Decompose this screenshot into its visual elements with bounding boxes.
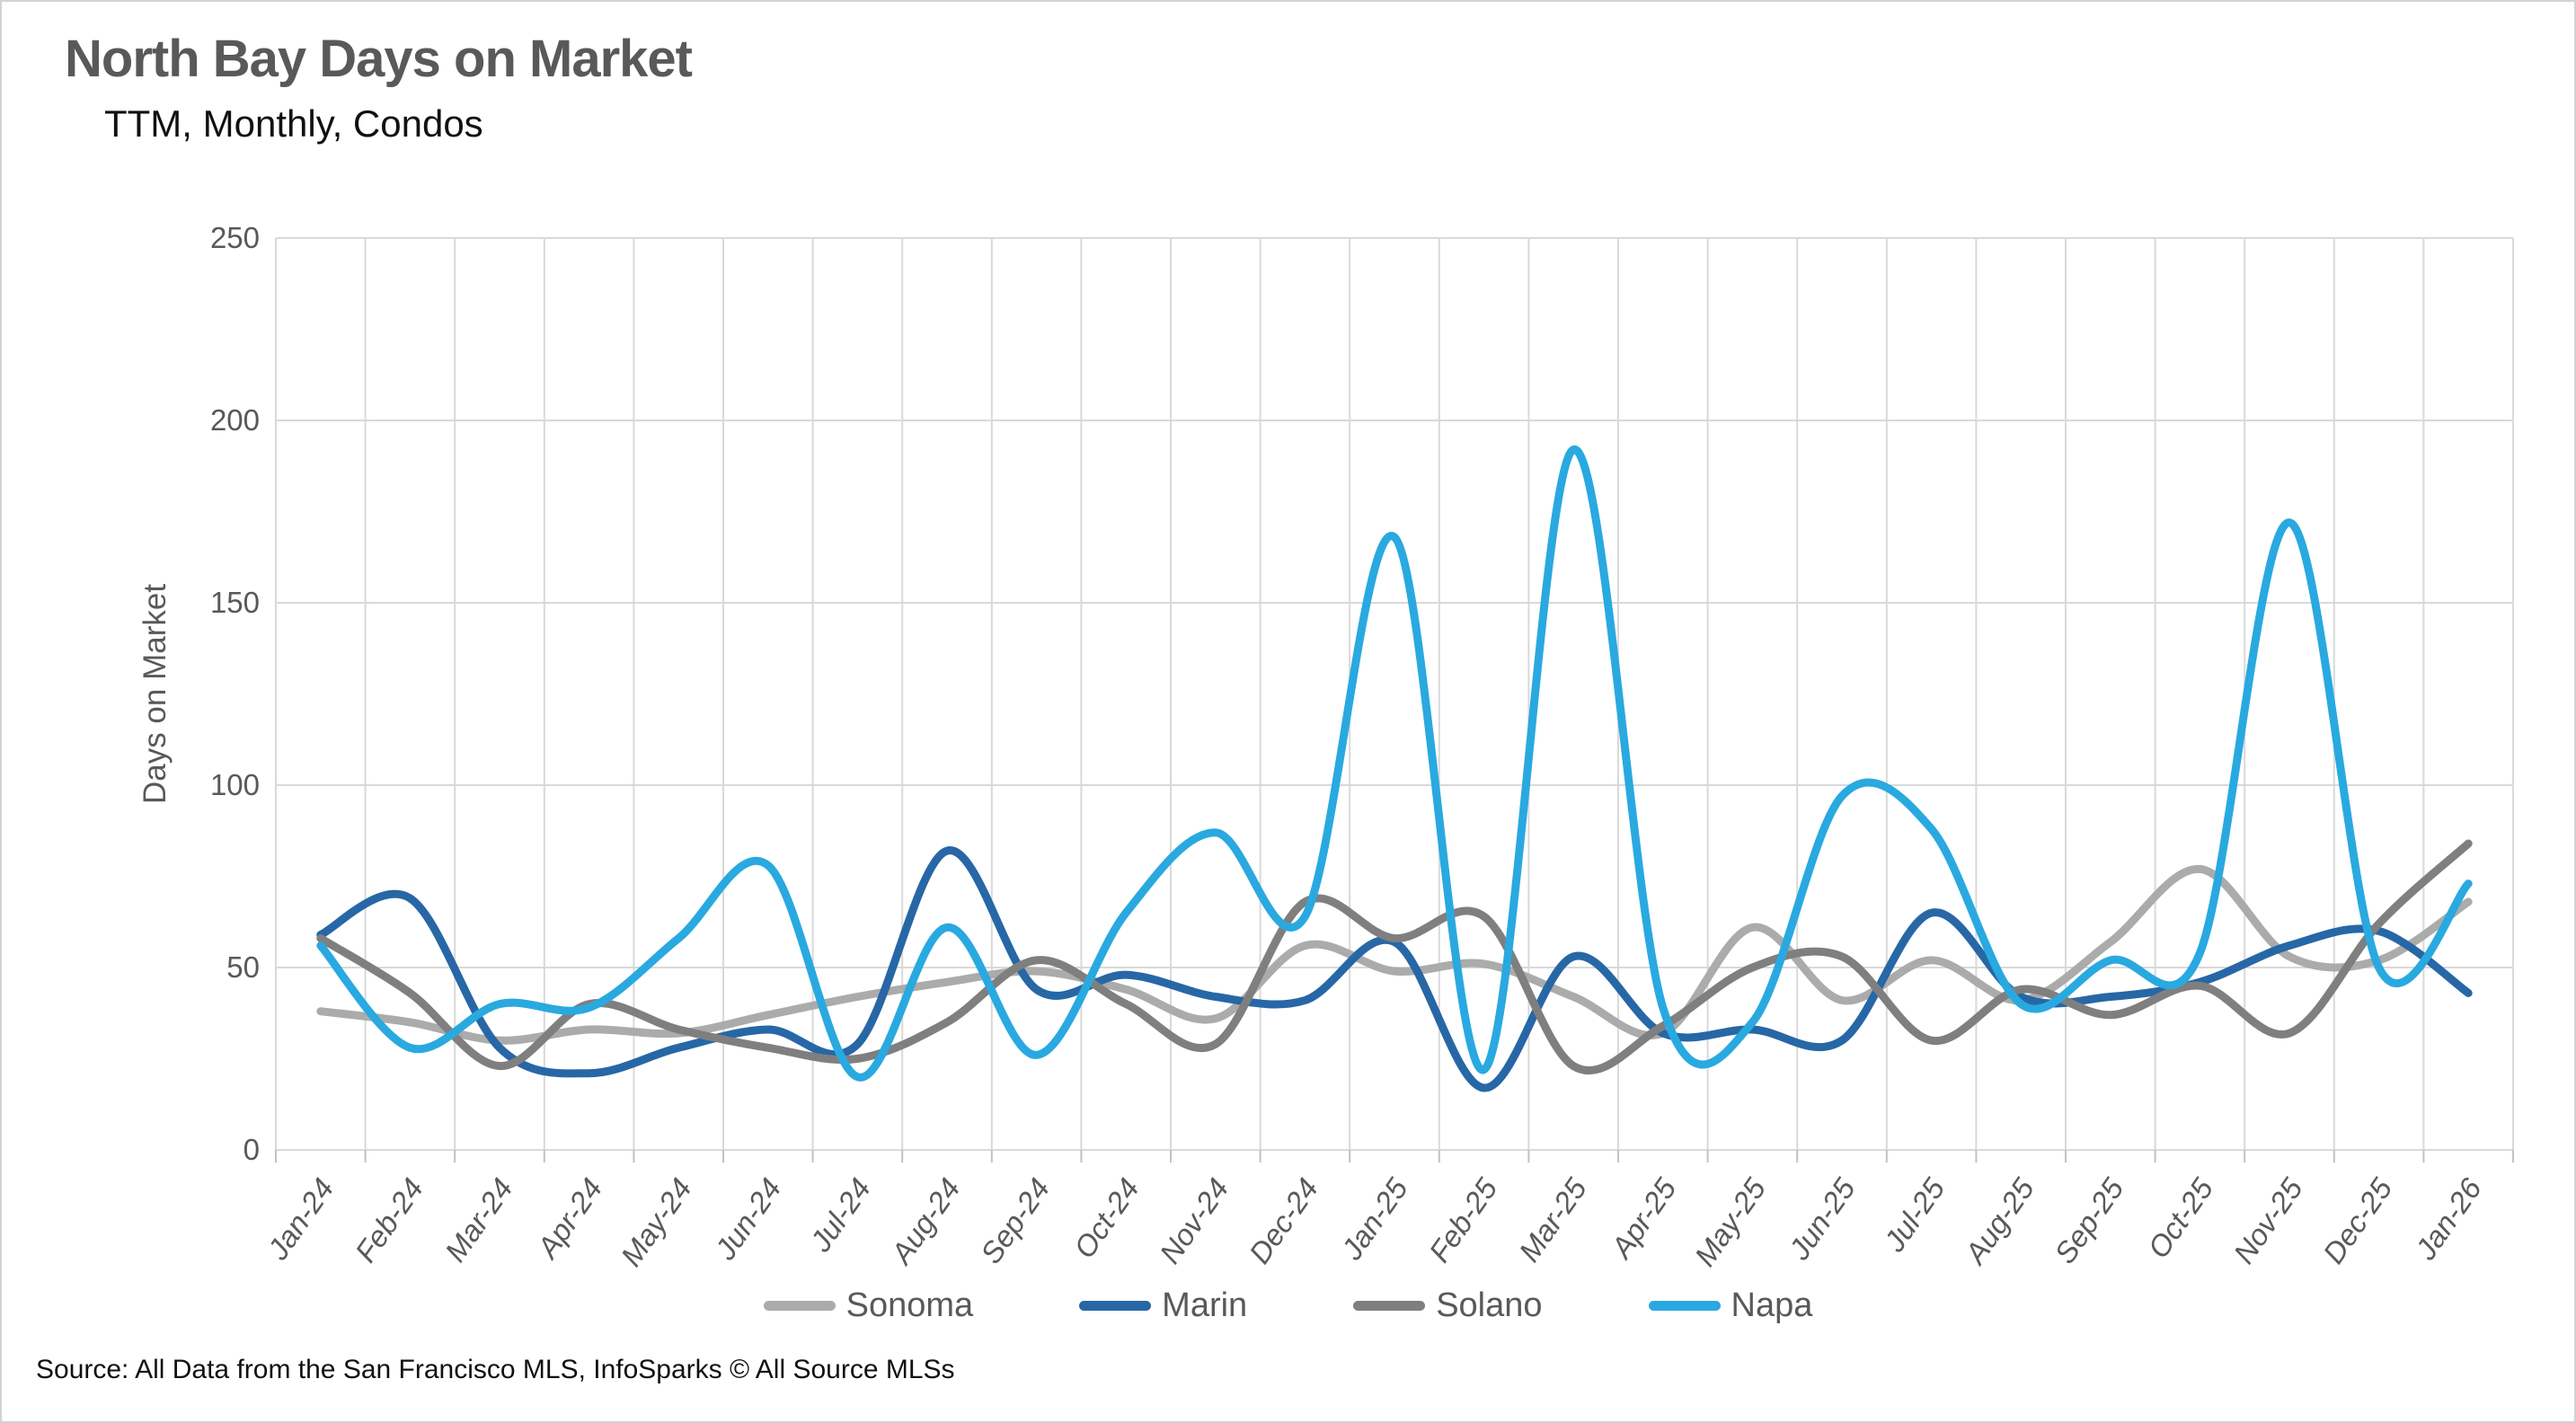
x-tick-label: Jan-26 <box>2408 1171 2488 1266</box>
marin-line-swatch-icon <box>1079 1301 1152 1311</box>
x-tick-label: Apr-25 <box>1604 1171 1683 1265</box>
x-tick-label: Jan-25 <box>1334 1171 1414 1266</box>
legend-item-napa: Napa <box>1648 1286 1813 1325</box>
x-tick-label: Aug-25 <box>1957 1171 2040 1271</box>
y-tick-label: 150 <box>210 586 260 619</box>
legend-item-marin: Marin <box>1079 1286 1247 1325</box>
x-tick-label: Feb-25 <box>1422 1171 1504 1268</box>
y-tick-label: 100 <box>210 768 260 801</box>
napa-line-swatch-icon <box>1648 1301 1721 1311</box>
x-tick-label: Jul-25 <box>1877 1171 1952 1258</box>
chart-subtitle: TTM, Monthly, Condos <box>104 102 483 145</box>
x-tick-label: Nov-24 <box>1153 1172 1235 1269</box>
legend-label: Solano <box>1436 1286 1543 1324</box>
legend-item-sonoma: Sonoma <box>763 1286 974 1325</box>
y-tick-label: 0 <box>243 1133 260 1166</box>
x-tick-label: Sep-24 <box>974 1172 1056 1269</box>
x-tick-label: Dec-24 <box>1243 1172 1324 1269</box>
series-line-solano <box>316 839 2473 1075</box>
x-tick-label: Mar-25 <box>1512 1171 1593 1268</box>
x-tick-label: May-25 <box>1688 1171 1773 1272</box>
x-tick-label: Apr-24 <box>529 1172 608 1266</box>
sonoma-line-swatch-icon <box>763 1301 836 1311</box>
x-tick-label: Nov-25 <box>2226 1171 2309 1269</box>
legend-item-solano: Solano <box>1353 1286 1543 1325</box>
x-tick-label: Jun-24 <box>708 1172 788 1267</box>
x-tick-label: Feb-24 <box>349 1172 429 1268</box>
x-tick-label: Oct-24 <box>1067 1172 1146 1264</box>
x-tick-label: Mar-24 <box>438 1172 519 1268</box>
x-tick-label: Oct-25 <box>2141 1171 2219 1264</box>
y-tick-label: 50 <box>226 950 260 984</box>
y-axis-title: Days on Market <box>137 584 173 804</box>
y-tick-label: 200 <box>210 403 260 437</box>
y-tick-label: 250 <box>210 221 260 254</box>
legend-label: Napa <box>1731 1286 1813 1324</box>
x-tick-label: May-24 <box>615 1172 698 1272</box>
legend-label: Marin <box>1162 1286 1248 1324</box>
x-tick-label: Aug-24 <box>883 1172 966 1271</box>
chart-legend: Sonoma Marin Solano Napa <box>2 1286 2574 1325</box>
x-tick-label: Sep-25 <box>2048 1171 2130 1269</box>
chart-title: North Bay Days on Market <box>65 30 693 88</box>
legend-label: Sonoma <box>845 1286 974 1324</box>
source-note: Source: All Data from the San Francisco … <box>36 1355 955 1384</box>
x-tick-label: Dec-25 <box>2316 1171 2399 1269</box>
series-line-napa <box>316 446 2473 1082</box>
x-tick-label: Jan-24 <box>261 1172 341 1267</box>
x-tick-label: Jul-24 <box>803 1172 877 1259</box>
x-tick-label: Jun-25 <box>1782 1171 1862 1266</box>
solano-line-swatch-icon <box>1353 1301 1426 1311</box>
